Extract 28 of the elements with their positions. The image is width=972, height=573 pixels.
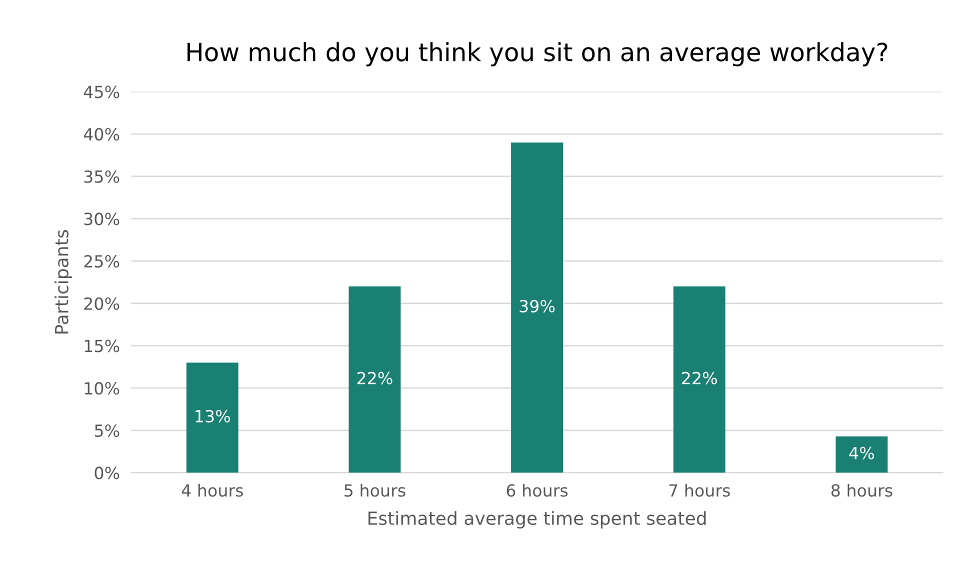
x-axis-title: Estimated average time spent seated <box>368 511 706 529</box>
y-tick-label: 20% <box>84 297 120 310</box>
bar <box>348 286 401 473</box>
y-tick-label: 30% <box>84 212 120 226</box>
y-tick-label: 25% <box>84 254 120 268</box>
data-label: 22% <box>682 372 717 384</box>
bar <box>186 362 238 473</box>
data-label: 22% <box>357 372 392 384</box>
y-tick-label: 45% <box>84 86 120 98</box>
bar <box>673 286 726 473</box>
bar <box>511 142 563 473</box>
y-tick-label: 5% <box>94 424 120 437</box>
y-tick-label: 40% <box>84 128 120 141</box>
x-tick-label: 8 hours <box>831 484 892 497</box>
data-label: 4% <box>849 446 874 460</box>
chart-title: How much do you think you sit on an average workday? <box>188 42 888 66</box>
y-tick-label: 35% <box>84 170 120 183</box>
y-axis-title: Participants <box>54 230 72 334</box>
x-tick-label: 5 hours <box>344 484 406 497</box>
y-tick-label: 10% <box>84 382 120 395</box>
data-label: 13% <box>196 410 230 423</box>
x-tick-label: 7 hours <box>669 484 730 497</box>
bar <box>836 436 888 473</box>
x-tick-label: 4 hours <box>182 484 243 497</box>
y-tick-label: 15% <box>84 340 120 352</box>
data-label: 39% <box>520 300 555 312</box>
y-tick-label: 0% <box>94 466 120 480</box>
x-tick-label: 6 hours <box>506 484 568 497</box>
